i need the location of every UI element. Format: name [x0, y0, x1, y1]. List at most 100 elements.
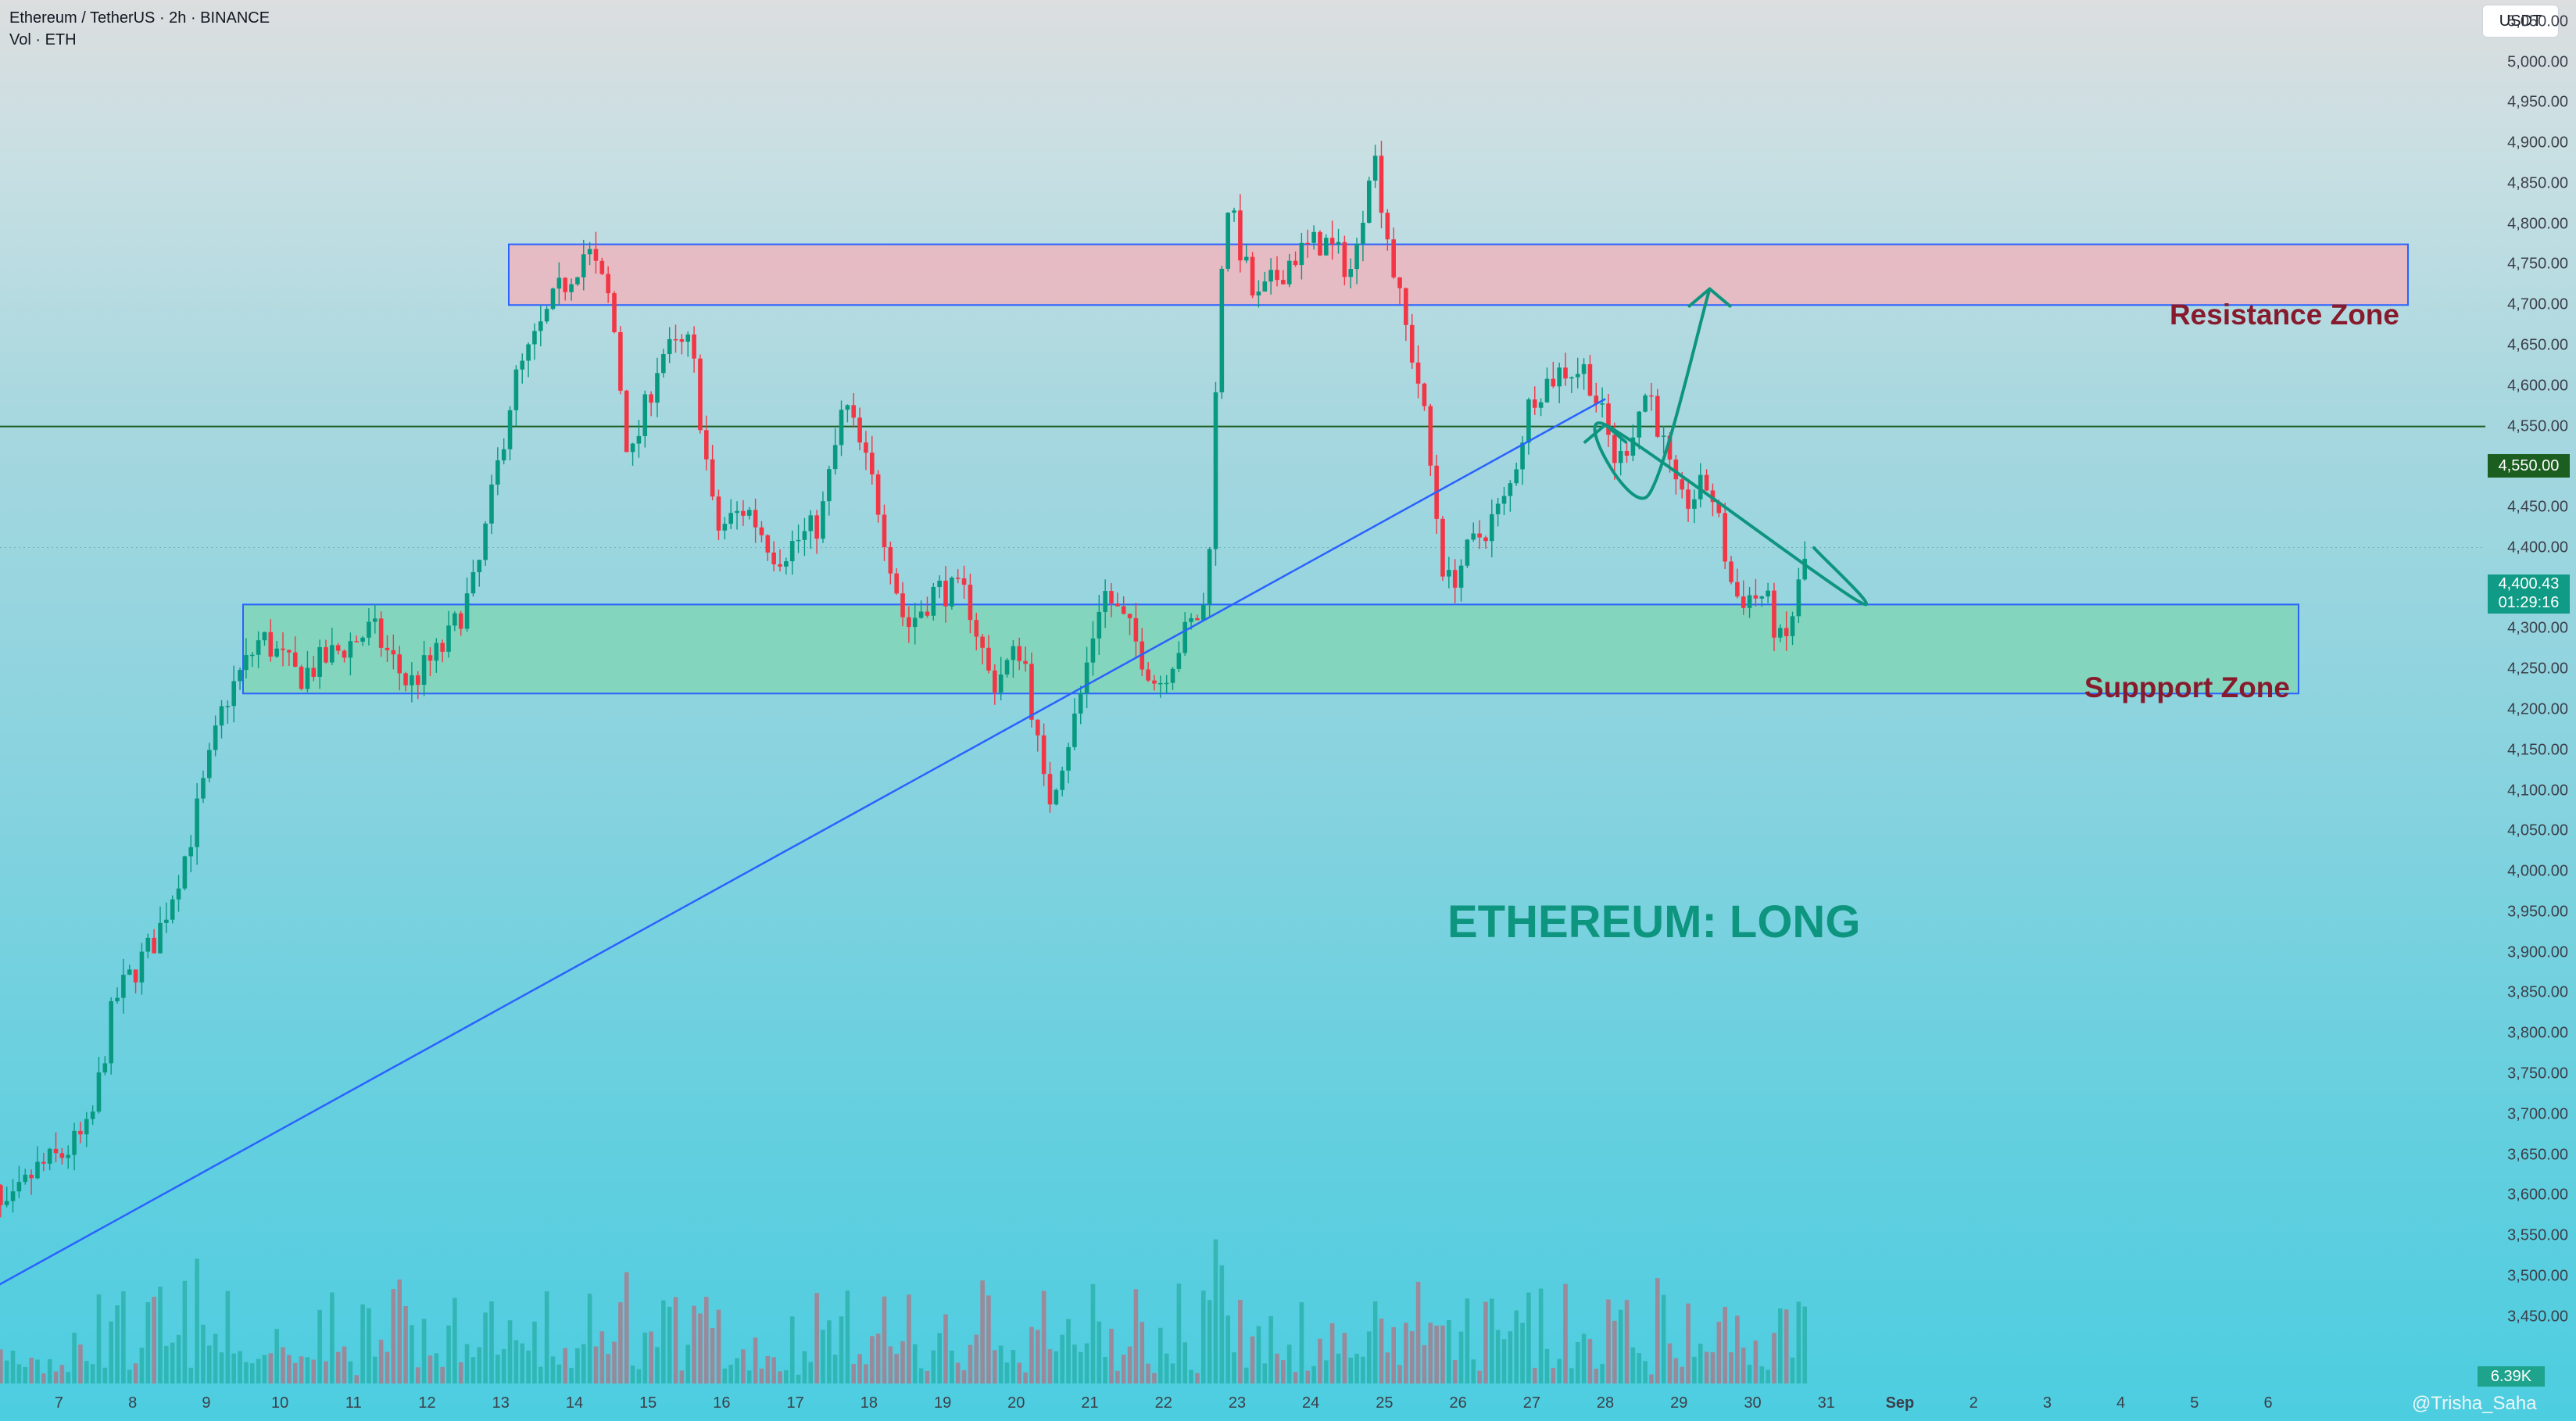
candle-body [753, 510, 758, 528]
candle-body [943, 580, 948, 607]
volume-bar [1643, 1361, 1648, 1383]
candle-body [1397, 277, 1402, 288]
support-zone[interactable] [242, 603, 2299, 695]
candle-body [0, 1185, 3, 1205]
volume-legend[interactable]: Vol · ETH [9, 31, 77, 48]
price-tick-label: 3,550.00 [2507, 1226, 2568, 1244]
candle-body [305, 668, 310, 689]
volume-value-tag: 6.39K [2478, 1366, 2545, 1387]
candle-body [1072, 713, 1077, 747]
volume-bar [728, 1365, 733, 1383]
volume-bar [980, 1280, 985, 1383]
volume-bar [1569, 1368, 1574, 1383]
candle-body [501, 449, 506, 460]
volume-bar [1342, 1333, 1347, 1383]
volume-bar [72, 1333, 77, 1383]
candle-body [410, 675, 414, 685]
volume-bar [1618, 1309, 1623, 1383]
volume-bar [937, 1333, 942, 1383]
candle-body [213, 725, 218, 750]
candle-body [1336, 242, 1341, 244]
volume-bar [538, 1366, 543, 1383]
volume-bar [1422, 1344, 1427, 1383]
volume-bar [968, 1344, 973, 1383]
candle-body [16, 1182, 22, 1192]
volume-bar [1256, 1326, 1261, 1383]
candle-body [513, 369, 519, 410]
volume-bar [1587, 1339, 1593, 1383]
support-zone-label[interactable]: Suppport Zone [2084, 671, 2290, 703]
candle-body [1772, 590, 1776, 638]
price-tick-label: 4,300.00 [2507, 619, 2568, 637]
price-tick-label: 4,950.00 [2507, 93, 2568, 111]
volume-bar [1581, 1333, 1587, 1383]
volume-bar [832, 1355, 838, 1383]
volume-bar [1563, 1283, 1568, 1383]
candle-body [195, 798, 199, 847]
volume-bar [1624, 1300, 1630, 1383]
volume-bar [765, 1355, 771, 1383]
candle-body [1704, 474, 1709, 491]
volume-bar [1170, 1363, 1175, 1383]
projection-path[interactable] [1583, 287, 1869, 607]
volume-bar [453, 1298, 457, 1383]
resistance-zone-label[interactable]: Resistance Zone [2169, 299, 2399, 331]
candle-body [1544, 378, 1550, 403]
candle-body [1182, 621, 1188, 653]
candle-body [1452, 570, 1458, 588]
volume-bar [256, 1358, 261, 1383]
candle-body [464, 593, 470, 629]
candle-body [814, 515, 819, 539]
trendline[interactable] [0, 398, 1606, 1333]
candle-body [526, 344, 531, 361]
currency-unit-button[interactable]: USDT [2482, 5, 2559, 38]
volume-bar [526, 1350, 531, 1383]
candle-body [1293, 260, 1298, 266]
candle-body [1200, 604, 1206, 621]
candle-body [434, 642, 439, 661]
volume-bar [864, 1364, 868, 1383]
idea-title-label[interactable]: ETHEREUM: LONG [1447, 897, 1861, 947]
candle-body [912, 617, 918, 628]
bar-countdown: 01:29:16 [2498, 594, 2560, 611]
volume-bar [778, 1371, 782, 1383]
volume-bar [808, 1362, 814, 1383]
candle-body [1152, 680, 1157, 684]
volume-bar [464, 1344, 470, 1383]
time-tick-label: 25 [1376, 1394, 1394, 1412]
candle-body [1348, 269, 1354, 277]
resistance-zone[interactable] [508, 243, 2409, 306]
candle-body [446, 625, 451, 652]
volume-bar [722, 1368, 728, 1383]
volume-bar [1526, 1292, 1531, 1383]
volume-bar [1182, 1342, 1188, 1383]
candle-body [1575, 374, 1580, 378]
candle-body [1146, 669, 1150, 681]
candle-body [176, 888, 181, 900]
time-tick-label: 3 [2042, 1394, 2052, 1412]
volume-bar [636, 1369, 642, 1383]
candle-body [477, 560, 482, 573]
volume-bar [1471, 1359, 1476, 1383]
volume-bar [1103, 1357, 1107, 1383]
candle-body [1275, 270, 1279, 281]
volume-bar [1286, 1344, 1292, 1383]
candle-body [1213, 392, 1218, 549]
candle-body [41, 1161, 46, 1164]
time-tick-label: 9 [202, 1394, 211, 1412]
volume-bar [1397, 1365, 1402, 1383]
volume-bar [23, 1366, 28, 1383]
volume-bar [299, 1356, 304, 1383]
candle-body [256, 640, 261, 655]
candle-body [821, 501, 825, 539]
candle-body [1637, 411, 1642, 438]
candle-body [90, 1111, 95, 1119]
candle-body [624, 390, 629, 453]
volume-bar [213, 1333, 218, 1383]
price-scale[interactable]: 3,450.00 3,500.00 3,550.00 3,600.00 3,650.00… [2484, 0, 2576, 1421]
volume-bar [1704, 1351, 1709, 1383]
candle-body [1121, 606, 1126, 614]
symbol-title[interactable]: Ethereum / TetherUS · 2h · BINANCE [9, 9, 270, 27]
